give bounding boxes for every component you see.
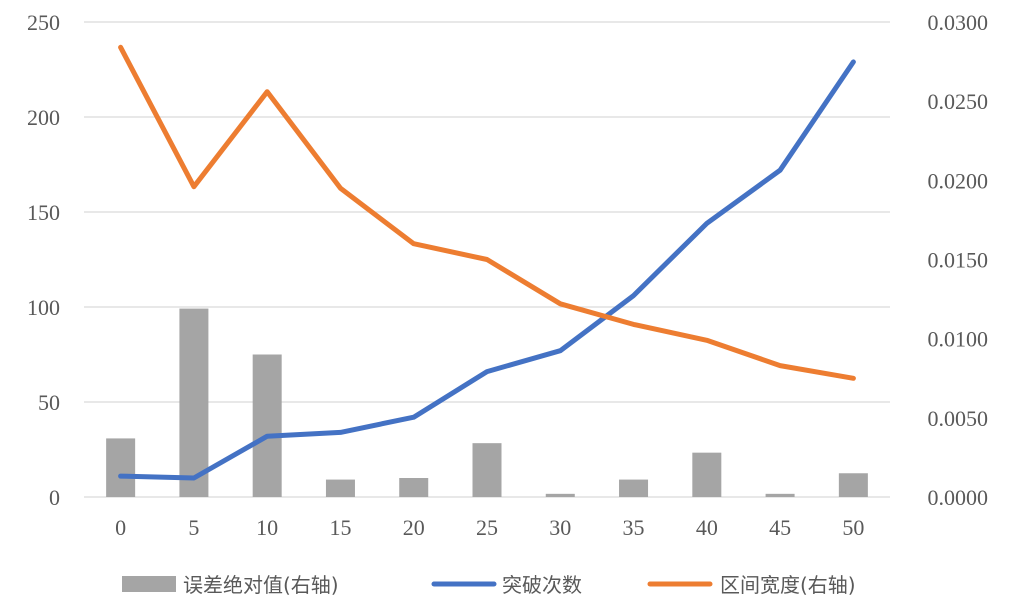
line-point (559, 303, 561, 305)
legend-label: 误差绝对值(右轴) (183, 573, 339, 597)
line-point (779, 169, 781, 171)
x-tick-label: 45 (769, 515, 791, 540)
left-tick-label: 200 (27, 105, 60, 130)
line-point (266, 435, 268, 437)
right-axis-ticks: 0.0000 0.0050 0.0100 0.0150 0.0200 0.0250 0.03… (928, 10, 989, 510)
line-point (559, 350, 561, 352)
legend-label: 突破次数 (502, 573, 582, 597)
x-axis-ticks: 0 5 10 15 20 25 30 35 40 45 50 (115, 515, 864, 540)
bar (619, 479, 649, 497)
left-tick-label: 0 (49, 485, 60, 510)
line-point (852, 61, 854, 63)
left-axis-ticks: 0 50 100 150 200 250 (27, 10, 60, 510)
gridlines (84, 21, 890, 498)
line-point (706, 222, 708, 224)
line-point (486, 259, 488, 260)
legend-swatch (122, 576, 176, 592)
line-point (193, 477, 195, 479)
x-tick-label: 35 (623, 515, 645, 540)
line-point (120, 475, 122, 477)
legend-label: 区间宽度(右轴) (720, 573, 856, 597)
x-tick-label: 10 (256, 515, 278, 540)
bar (325, 479, 355, 497)
right-tick-label: 0.0300 (928, 10, 989, 35)
bar (252, 354, 282, 497)
line-point (706, 339, 708, 341)
line-point (120, 46, 122, 48)
legend: 误差绝对值(右轴) 突破次数 区间宽度(右轴) (122, 573, 856, 597)
right-tick-label: 0.0050 (928, 406, 989, 431)
x-tick-label: 5 (188, 515, 199, 540)
bar (179, 308, 209, 497)
x-tick-label: 25 (476, 515, 498, 540)
line-point (339, 187, 341, 189)
x-tick-label: 0 (115, 515, 126, 540)
x-tick-label: 15 (329, 515, 351, 540)
right-tick-label: 0.0100 (928, 327, 989, 352)
bar (692, 452, 722, 497)
line-point (266, 91, 268, 93)
bar (472, 443, 502, 497)
bar (838, 473, 868, 497)
x-tick-label: 40 (696, 515, 718, 540)
error-bars (106, 308, 868, 497)
x-tick-label: 20 (403, 515, 425, 540)
line-point (413, 243, 415, 245)
series-lines (118, 44, 856, 481)
line-point (339, 431, 341, 433)
line-point (633, 323, 635, 325)
x-tick-label: 30 (549, 515, 571, 540)
bar (106, 438, 136, 497)
series-line (118, 44, 856, 381)
left-tick-label: 50 (38, 390, 60, 415)
left-tick-label: 100 (27, 295, 60, 320)
line-point (193, 186, 195, 188)
x-tick-label: 50 (842, 515, 864, 540)
line-point (852, 377, 854, 379)
series-line (118, 59, 856, 481)
right-tick-label: 0.0250 (928, 89, 989, 114)
right-tick-label: 0.0150 (928, 248, 989, 273)
line-point (486, 371, 488, 373)
left-tick-label: 250 (27, 10, 60, 35)
line-point (633, 295, 635, 297)
left-tick-label: 150 (27, 200, 60, 225)
line-point (779, 365, 781, 367)
bar (545, 493, 575, 497)
right-tick-label: 0.0200 (928, 168, 989, 193)
line-point (413, 416, 415, 418)
bar (765, 493, 795, 497)
bar (399, 478, 429, 497)
right-tick-label: 0.0000 (928, 485, 989, 510)
